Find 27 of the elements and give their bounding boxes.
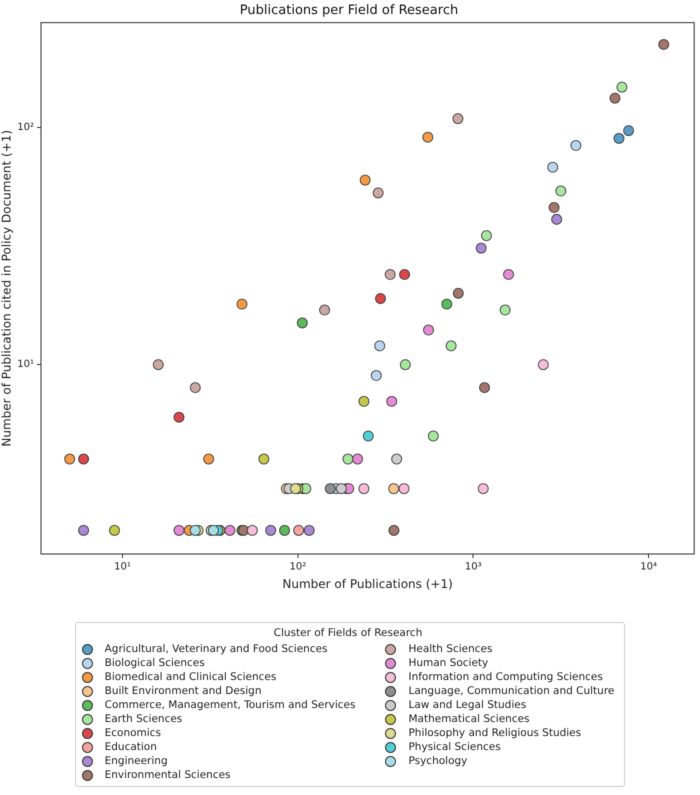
- legend-label: Education: [104, 741, 157, 753]
- legend-label: Mathematical Sciences: [408, 713, 530, 725]
- x-axis-title: Number of Publications (+1): [282, 576, 453, 591]
- legend-label: Environmental Sciences: [104, 769, 231, 781]
- legend-label: Biological Sciences: [104, 657, 205, 669]
- legend-label: Physical Sciences: [408, 741, 501, 753]
- legend-label: Human Society: [408, 657, 488, 669]
- legend-label: Commerce, Management, Tourism and Services: [104, 699, 356, 711]
- legend-label: Psychology: [408, 755, 468, 767]
- legend-label: Economics: [104, 727, 161, 739]
- legend-label: Engineering: [104, 755, 168, 767]
- chart-title: Publications per Field of Research: [240, 3, 458, 18]
- legend-label: Information and Computing Sciences: [408, 671, 603, 683]
- x-tick-label: 10⁴: [640, 562, 657, 573]
- legend-label: Health Sciences: [408, 643, 492, 655]
- x-tick-label: 10³: [464, 562, 482, 573]
- legend-label: Law and Legal Studies: [408, 699, 526, 711]
- legend-label: Biomedical and Clinical Sciences: [104, 671, 276, 683]
- legend-label: Built Environment and Design: [104, 685, 262, 697]
- legend-label: Agricultural, Veterinary and Food Sciences: [104, 643, 328, 655]
- legend-label: Earth Sciences: [104, 713, 182, 725]
- legend-label: Language, Communication and Culture: [408, 685, 614, 697]
- y-axis-title: Number of Publication cited in Policy Document (+1): [0, 130, 14, 447]
- legend-title: Cluster of Fields of Research: [272, 627, 424, 639]
- legend-label: Philosophy and Religious Studies: [408, 727, 582, 739]
- x-tick-label: 10²: [289, 562, 306, 573]
- x-tick-label: 10¹: [114, 562, 131, 573]
